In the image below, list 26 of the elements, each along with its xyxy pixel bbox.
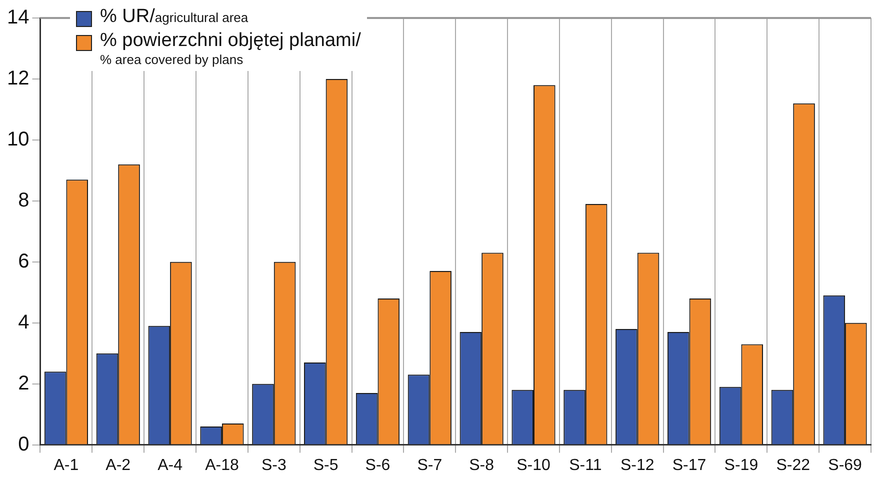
x-tick-label: A-4 [158, 456, 183, 474]
y-tick-label: 14 [6, 6, 30, 29]
x-tick-label: S-7 [417, 456, 442, 474]
x-tick-label: S-22 [776, 456, 810, 474]
y-tick-label: 2 [18, 372, 30, 394]
x-tick-label: A-2 [106, 456, 131, 474]
x-tick-label: S-5 [313, 456, 338, 474]
x-tick-label: S-3 [261, 456, 286, 474]
x-tick-label: A-18 [205, 456, 239, 474]
x-tick-label: S-17 [672, 456, 706, 474]
y-tick-label: 10 [6, 128, 30, 150]
y-tick-label: 4 [18, 311, 30, 334]
legend-label: % powierzchni objętej planami/% area covered by plans [100, 30, 361, 67]
x-tick-label: S-6 [365, 456, 390, 474]
x-tick-label: S-8 [469, 456, 494, 474]
y-tick-label: 0 [18, 433, 30, 456]
x-tick-label: A-1 [54, 456, 79, 474]
y-tick-label: 8 [18, 189, 30, 212]
legend-label: % UR/agricultural area [100, 6, 248, 27]
x-tick-label: S-10 [516, 456, 551, 474]
x-tick-label: S-19 [724, 456, 758, 474]
x-tick-label: S-11 [569, 456, 602, 474]
x-tick-label: S-12 [620, 456, 654, 474]
x-tick-label: S-69 [828, 456, 862, 474]
y-tick-label: 12 [6, 67, 30, 90]
y-tick-label: 6 [18, 250, 30, 272]
